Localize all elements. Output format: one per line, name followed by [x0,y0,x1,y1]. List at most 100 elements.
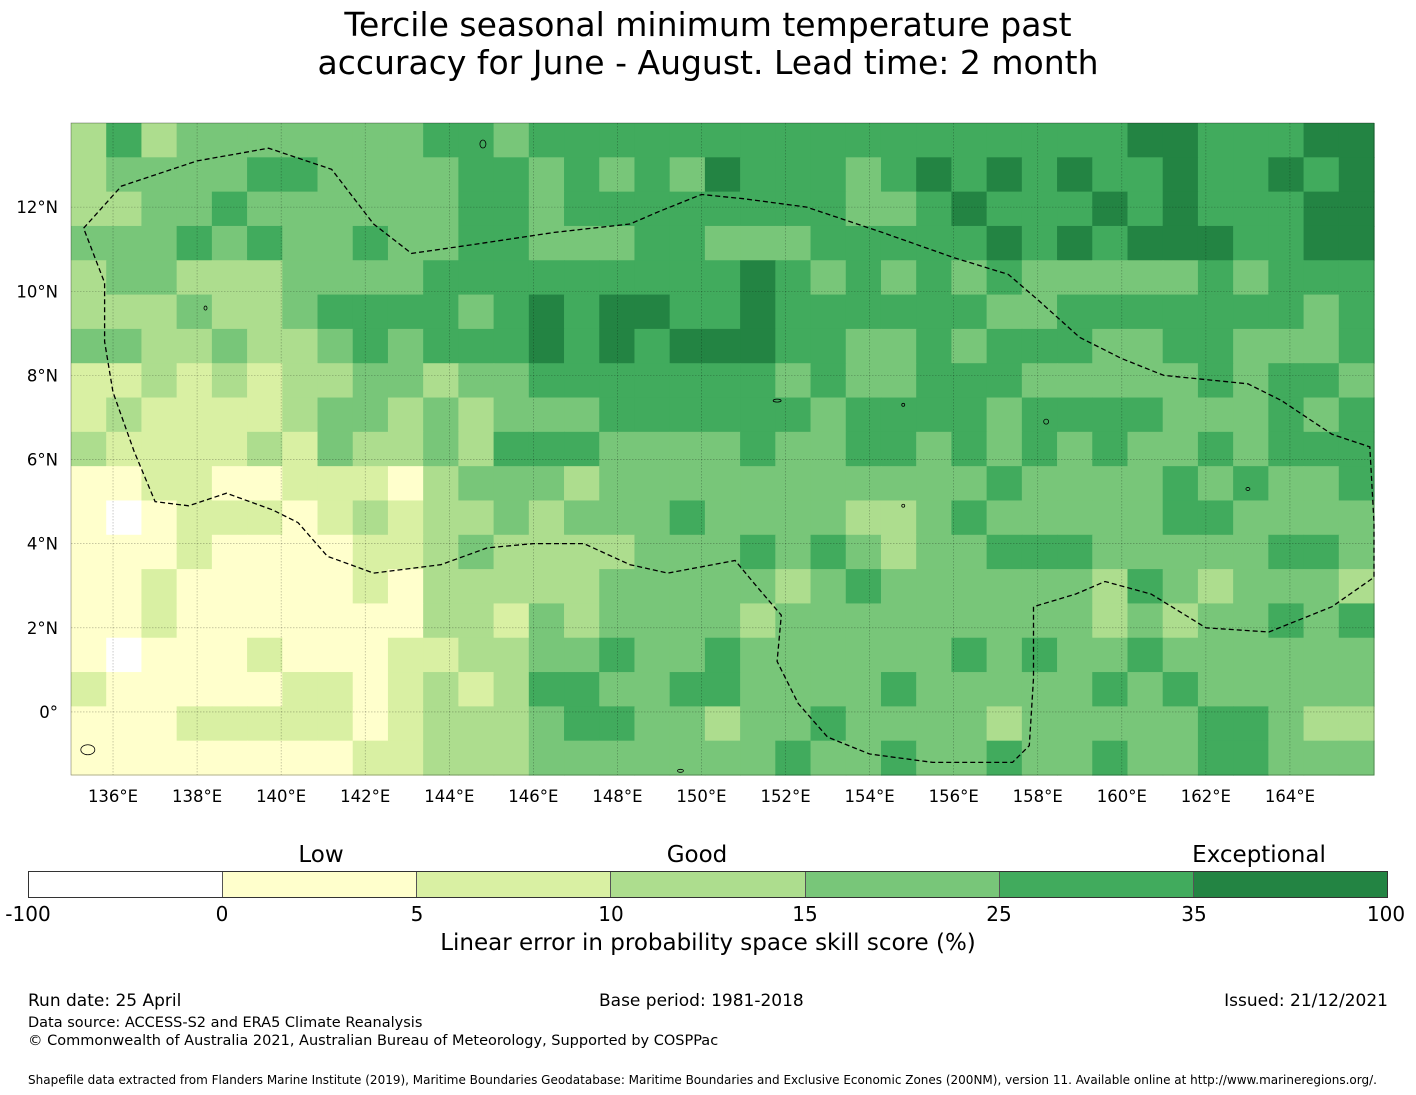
skill-cell [71,328,107,364]
skill-cell [71,225,107,261]
latitude-tick-label: 2°N [27,619,58,638]
skill-cell [1303,123,1340,158]
skill-cell [669,672,706,707]
skill-cell [493,397,530,433]
skill-cell [845,569,882,605]
skill-cell [387,534,424,570]
skill-cell [916,569,953,605]
skill-cell [1057,603,1093,639]
skill-cell [1162,706,1199,742]
skill-cell [1303,534,1340,570]
skill-cell [1021,672,1058,707]
skill-cell [845,706,882,742]
skill-cell [211,740,248,776]
skill-cell [1021,260,1058,296]
skill-cell [528,603,565,639]
skill-cell [1127,260,1164,296]
skill-cell [493,637,530,673]
skill-cell [317,363,354,399]
skill-cell [986,637,1023,673]
skill-cell [1303,294,1340,330]
skill-cell [176,466,213,502]
skill-cell [1127,466,1164,502]
skill-cell [71,466,107,502]
base-period: Base period: 1981-2018 [599,991,804,1011]
category-good-label: Good [666,842,728,868]
skill-cell [1127,397,1164,433]
skill-cell [951,397,988,433]
skill-cell [352,569,389,605]
colorbar [28,871,1388,898]
skill-cell [176,225,213,261]
skill-cell [951,637,988,673]
skill-cell [599,569,636,605]
skill-cell [1338,328,1375,364]
skill-cell [669,123,706,158]
skill-cell [986,603,1023,639]
latitude-tick-label: 0° [39,703,58,722]
skill-cell [775,123,812,158]
skill-cell [1197,157,1234,193]
skill-cell [740,191,776,227]
skill-cell [1092,157,1129,193]
skill-cell [564,672,600,707]
skill-cell [211,706,248,742]
skill-cell [1057,157,1093,193]
skill-cell [951,157,988,193]
skill-cell [493,157,530,193]
skill-cell [1233,569,1269,605]
skill-cell [71,363,107,399]
skill-cell [740,260,776,296]
skill-cell [458,500,495,536]
skill-cell [176,260,213,296]
skill-cell [211,672,248,707]
skill-cell [986,294,1023,330]
colorbar-tick: 0 [215,902,229,926]
skill-cell [1057,569,1093,605]
skill-cell [282,740,319,776]
skill-cell [740,294,776,330]
skill-cell [106,466,143,502]
skill-cell [810,466,847,502]
longitude-tick-label: 146°E [508,787,558,806]
island-outline [772,398,782,403]
skill-cell [387,740,424,776]
skill-cell [141,191,178,227]
skill-cell [1092,397,1129,433]
skill-cell [1197,123,1234,158]
skill-cell [951,603,988,639]
skill-cell [1162,740,1199,776]
skill-cell [141,637,178,673]
skill-cell [1338,672,1375,707]
skill-cell [106,672,143,707]
skill-cell [1127,328,1164,364]
skill-cell [880,363,917,399]
skill-cell [1268,225,1305,261]
skill-cell [423,431,459,467]
skill-cell [387,123,424,158]
skill-cell [493,534,530,570]
title-line-2: accuracy for June - August. Lead time: 2… [317,43,1099,82]
skill-cell [247,397,283,433]
skill-cell [810,123,847,158]
skill-cell [493,123,530,158]
skill-cell [669,397,706,433]
skill-cell [71,260,107,296]
skill-cell [352,363,389,399]
skill-cell [141,603,178,639]
skill-cell [141,157,178,193]
skill-cell [282,637,319,673]
skill-cell [528,397,565,433]
skill-cell [564,363,600,399]
skill-cell [1338,157,1375,193]
skill-cell [1162,672,1199,707]
island-outline [1245,487,1251,491]
skill-cell [1057,363,1093,399]
skill-cell [951,500,988,536]
skill-cell [845,672,882,707]
skill-cell [282,706,319,742]
map-frame [70,122,1375,776]
skill-cell [1197,328,1234,364]
skill-cell [986,500,1023,536]
skill-cell [564,534,600,570]
